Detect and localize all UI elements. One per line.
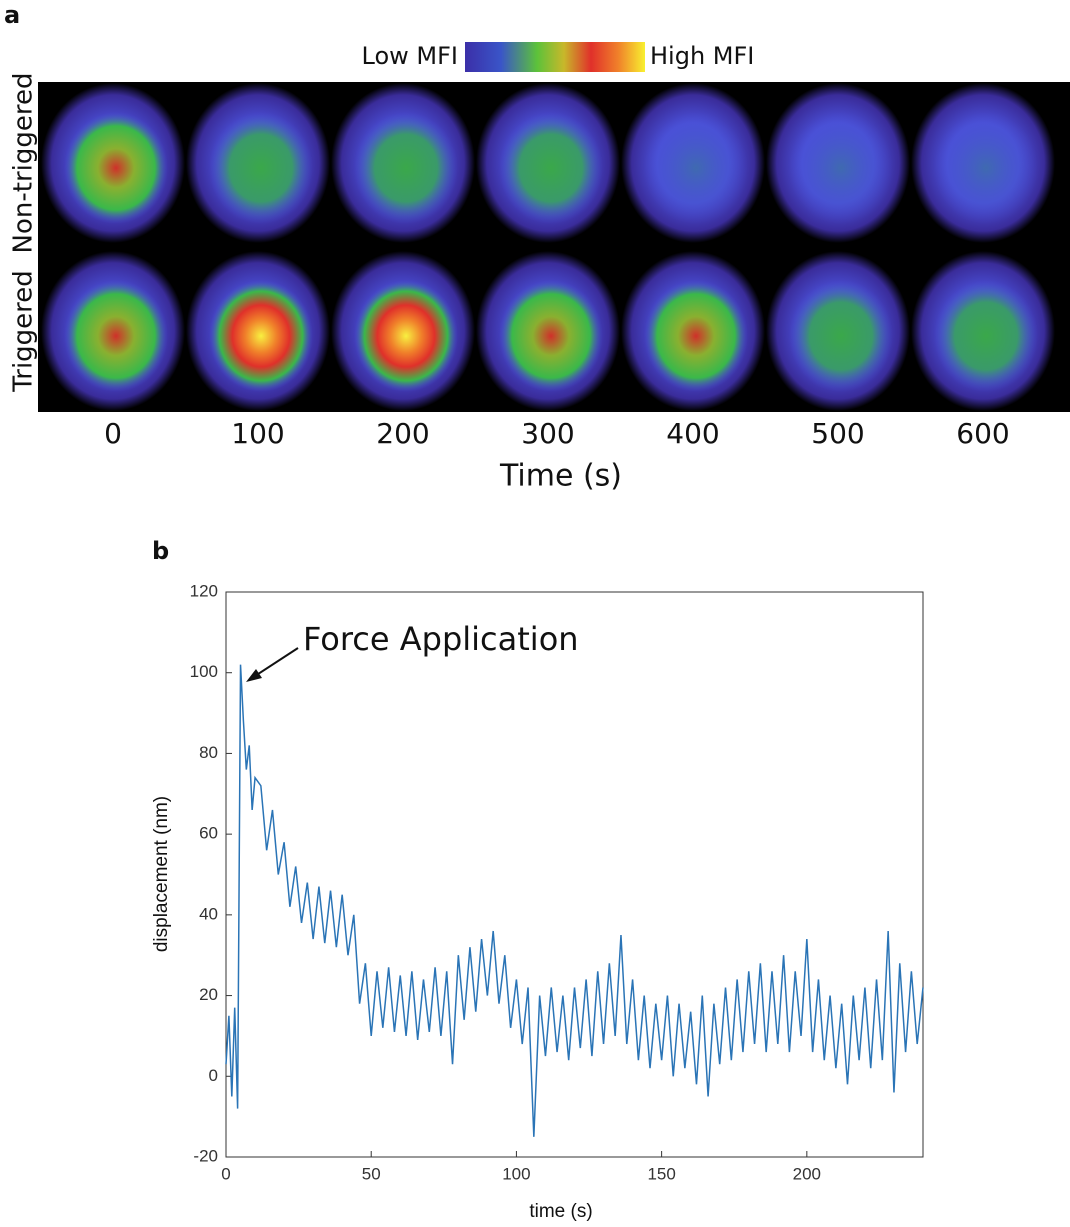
cell-inner	[934, 280, 1038, 392]
x-axis-label: Time (s)	[499, 459, 622, 494]
x-tick-label: 300	[521, 417, 574, 450]
x-tick-label: 400	[666, 417, 719, 450]
cell-inner	[789, 112, 893, 224]
plot-frame	[225, 591, 924, 1158]
annotation: Force Application	[303, 620, 579, 658]
x-axis-label: time (s)	[529, 1201, 592, 1222]
x-tick-label: 0	[221, 1164, 230, 1183]
cell-inner	[934, 112, 1038, 224]
annotation-arrow	[251, 647, 299, 679]
row-label: Triggered	[9, 270, 39, 393]
y-tick-label: 120	[190, 581, 218, 600]
y-tick-label: 60	[199, 824, 218, 843]
row-label: Non-triggered	[9, 73, 39, 254]
cell-inner	[64, 280, 168, 392]
panel-label: a	[4, 1, 20, 29]
data-line	[225, 664, 924, 1137]
y-tick-label: 100	[190, 662, 218, 681]
cell-inner	[209, 280, 313, 392]
x-tick-label: 100	[502, 1164, 530, 1183]
cell-inner	[644, 112, 748, 224]
cell-inner	[499, 112, 603, 224]
cell-inner	[354, 280, 458, 392]
x-tick-label: 600	[956, 417, 1009, 450]
cell-inner	[644, 280, 748, 392]
cell-inner	[499, 280, 603, 392]
y-axis-label: displacement (nm)	[151, 796, 172, 952]
y-tick-label: 40	[199, 904, 218, 923]
x-tick-label: 150	[647, 1164, 675, 1183]
cell-inner	[789, 280, 893, 392]
cell-inner	[209, 112, 313, 224]
x-tick-label: 0	[104, 417, 122, 450]
colorbar-high-label: High MFI	[650, 42, 754, 70]
x-tick-label: 500	[811, 417, 864, 450]
y-tick-label: 20	[199, 985, 218, 1004]
arrow-head	[246, 669, 262, 682]
y-tick-label: -20	[193, 1146, 218, 1165]
cell-inner	[354, 112, 458, 224]
y-tick-label: 0	[209, 1066, 218, 1085]
panel-label: b	[152, 537, 169, 565]
x-tick-label: 200	[793, 1164, 821, 1183]
x-tick-label: 200	[376, 417, 429, 450]
colorbar	[465, 42, 645, 72]
image-cells	[41, 83, 1055, 411]
y-tick-label: 80	[199, 743, 218, 762]
colorbar-low-label: Low MFI	[362, 42, 458, 70]
x-tick-label: 50	[362, 1164, 381, 1183]
cell-inner	[64, 112, 168, 224]
x-tick-label: 100	[231, 417, 284, 450]
